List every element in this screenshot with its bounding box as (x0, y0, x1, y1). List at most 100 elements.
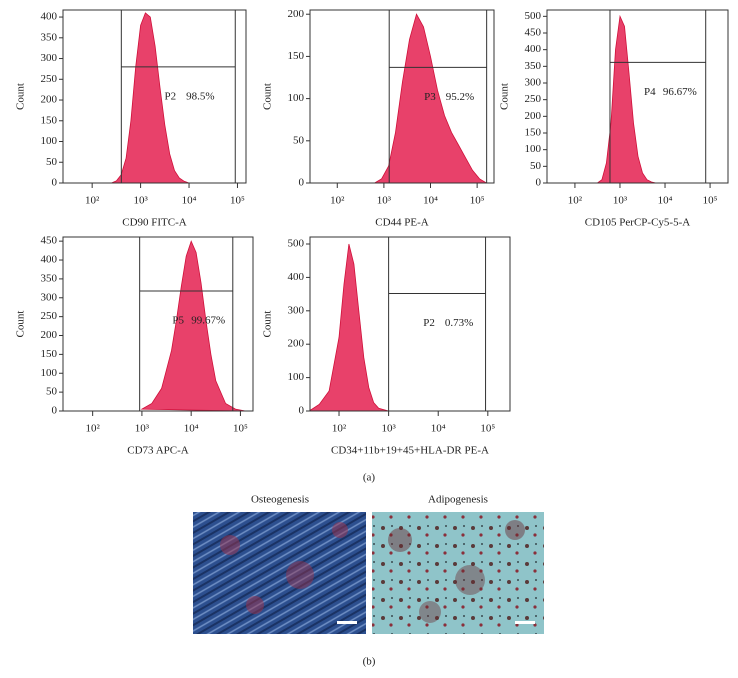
x-tick-label: 10³ (613, 195, 628, 207)
x-axis-label: CD34+11b+19+45+HLA-DR PE-A (331, 445, 489, 457)
y-tick-label: 50 (46, 156, 58, 168)
x-tick-label: 10⁴ (423, 195, 438, 207)
x-tick-label: 10³ (135, 423, 150, 435)
gate-name: P4 (644, 86, 656, 98)
x-tick-label: 10⁴ (431, 423, 446, 435)
x-axis-label: CD73 APC-A (127, 445, 188, 457)
image-title: Osteogenesis (251, 494, 309, 506)
panel-label: (a) (363, 472, 376, 484)
histogram-panel: 0 50 100 150 200 250 300 350 400 450 500 10² 10³ 10⁴ 1… (499, 9, 729, 229)
gate-name: P5 (172, 315, 184, 327)
x-tick-label: 10⁵ (230, 195, 245, 207)
gate-percent: 99.67% (191, 315, 225, 327)
x-tick-label: 10³ (133, 195, 148, 207)
y-tick-label: 250 (41, 310, 58, 322)
y-tick-label: 200 (41, 329, 58, 341)
gate-name: P2 (164, 90, 176, 102)
y-tick-label: 50 (530, 160, 542, 172)
y-tick-label: 0 (536, 177, 542, 189)
y-tick-label: 400 (41, 11, 58, 23)
x-axis-label: CD44 PE-A (375, 217, 429, 229)
adipogenesis-image (372, 512, 544, 634)
y-tick-label: 400 (41, 254, 58, 266)
gate-percent: 96.67% (663, 86, 697, 98)
y-tick-label: 400 (288, 271, 305, 283)
y-tick-label: 0 (299, 177, 305, 189)
x-tick-label: 10⁵ (703, 195, 718, 207)
histogram (111, 12, 190, 184)
y-tick-label: 450 (41, 235, 58, 247)
histogram-panel: 0 100 200 300 400 500 10² 10³ 10⁴ 10⁵ CD34+11b+19+… (262, 236, 511, 457)
y-tick-label: 350 (41, 272, 58, 284)
y-tick-label: 300 (525, 77, 542, 89)
y-tick-label: 200 (288, 338, 305, 350)
histogram (140, 240, 246, 412)
histogram (596, 14, 657, 184)
histogram-panel: 0 50 100 150 200 250 300 350 400 450 10² 10³ 10⁴ 10⁵ C… (15, 235, 254, 457)
x-tick-label: 10⁴ (658, 195, 673, 207)
histogram-panel: 0 50 100 150 200 10² 10³ 10⁴ 10⁵ CD44 PE-A Count P3… (262, 8, 495, 229)
y-tick-label: 200 (525, 110, 542, 122)
y-tick-label: 0 (52, 405, 58, 417)
y-tick-label: 300 (41, 52, 58, 64)
y-axis-label: Count (15, 311, 27, 338)
y-tick-label: 100 (288, 92, 305, 104)
x-tick-label: 10² (330, 195, 345, 207)
y-tick-label: 100 (525, 143, 542, 155)
gate-percent: 0.73% (445, 317, 473, 329)
x-tick-label: 10³ (377, 195, 392, 207)
x-tick-label: 10² (85, 195, 100, 207)
y-tick-label: 450 (525, 27, 542, 39)
y-tick-label: 150 (41, 348, 58, 360)
y-tick-label: 350 (41, 31, 58, 43)
x-tick-label: 10² (332, 423, 347, 435)
x-tick-label: 10² (85, 423, 100, 435)
x-tick-label: 10² (568, 195, 583, 207)
y-tick-label: 150 (288, 50, 305, 62)
y-tick-label: 0 (52, 177, 58, 189)
y-tick-label: 0 (299, 405, 305, 417)
y-tick-label: 150 (525, 127, 542, 139)
x-tick-label: 10⁵ (470, 195, 485, 207)
y-axis-label: Count (499, 83, 511, 110)
gate-name: P3 (424, 91, 436, 103)
y-tick-label: 350 (525, 60, 542, 72)
gate (139, 236, 234, 412)
gate (120, 9, 236, 184)
osteogenesis-image (193, 512, 366, 634)
panel-label: (b) (363, 656, 376, 668)
y-tick-label: 300 (41, 291, 58, 303)
y-tick-label: 300 (288, 304, 305, 316)
x-tick-label: 10⁵ (480, 423, 495, 435)
y-tick-label: 100 (41, 367, 58, 379)
y-tick-label: 50 (46, 386, 58, 398)
x-axis-label: CD90 FITC-A (122, 217, 187, 229)
x-axis-label: CD105 PerCP-Cy5-5-A (585, 217, 690, 229)
y-tick-label: 500 (288, 238, 305, 250)
y-axis-label: Count (262, 83, 274, 110)
y-tick-label: 100 (41, 135, 58, 147)
gate-percent: 98.5% (186, 90, 214, 102)
gate (609, 9, 707, 184)
y-tick-label: 100 (288, 371, 305, 383)
y-axis-label: Count (15, 83, 27, 110)
x-tick-label: 10⁴ (182, 195, 197, 207)
image-title: Adipogenesis (428, 494, 488, 506)
histogram (373, 13, 488, 184)
gate-name: P2 (423, 317, 435, 329)
y-tick-label: 200 (288, 8, 305, 20)
x-tick-label: 10³ (381, 423, 396, 435)
y-tick-label: 250 (525, 93, 542, 105)
gate (388, 236, 487, 412)
x-tick-label: 10⁵ (233, 423, 248, 435)
y-tick-label: 200 (41, 94, 58, 106)
histogram-panel: 0 50 100 150 200 250 300 350 400 10² 10³ 10⁴ 10⁵ CD90… (15, 9, 247, 229)
y-tick-label: 500 (525, 10, 542, 22)
x-tick-label: 10⁴ (184, 423, 199, 435)
y-axis-label: Count (262, 311, 274, 338)
y-tick-label: 150 (41, 114, 58, 126)
gate (388, 9, 488, 184)
y-tick-label: 250 (41, 73, 58, 85)
gate-percent: 95.2% (446, 91, 474, 103)
